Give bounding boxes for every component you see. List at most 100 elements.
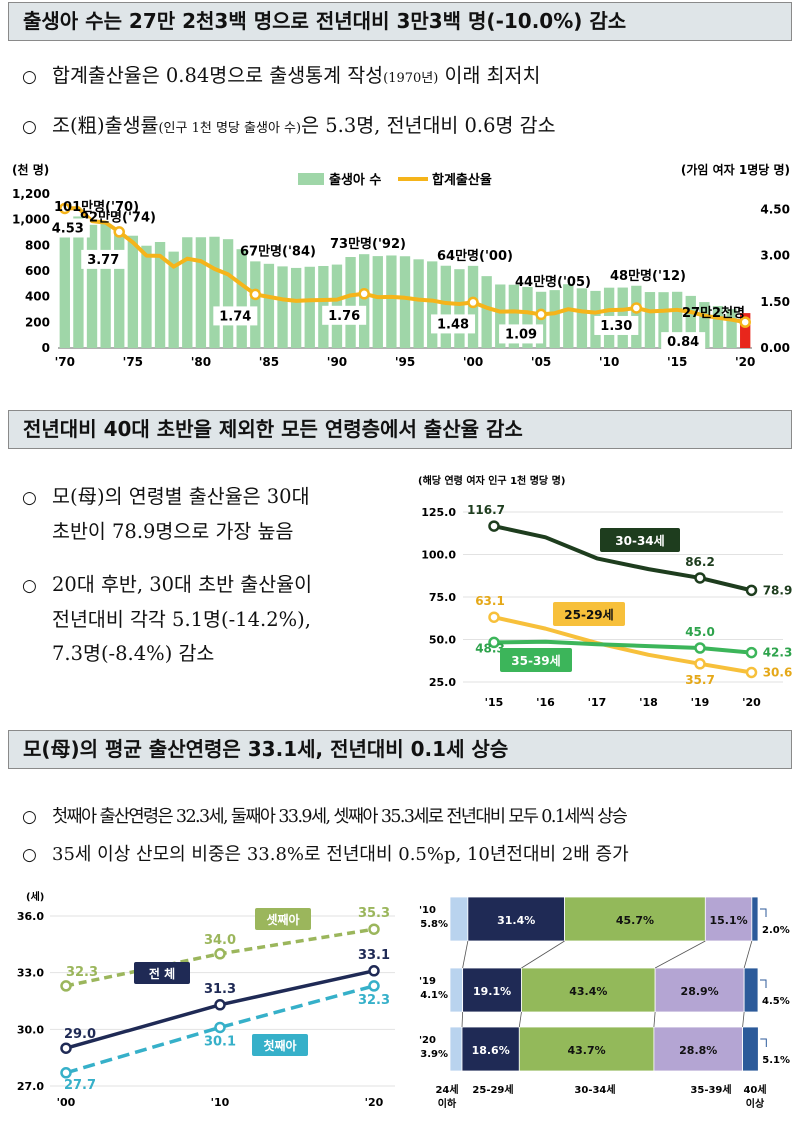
tfr-label-bg	[594, 315, 639, 335]
bar-2017	[699, 302, 710, 348]
bullet-1-2: ○ 조(粗)출생률(인구 1천 명당 출생아 수)은 5.3명, 전년대비 0.6…	[22, 112, 556, 143]
series-marker	[214, 948, 226, 960]
series-marker	[214, 999, 226, 1011]
segment-label: 15.1%	[710, 914, 748, 927]
series-name-box	[255, 908, 311, 930]
tfr-label: 1.76	[328, 309, 360, 324]
callout-arrow-icon	[760, 979, 767, 988]
mean-age-chart: (세) 27.0 30.0 33.0 36.0 '00 '10 '20 32.3 34.0 35…	[17, 890, 395, 1109]
series-marker	[694, 658, 706, 670]
segment-legend: 40세	[743, 1083, 766, 1096]
x-tick: '00	[57, 1096, 76, 1109]
series-marker	[694, 642, 706, 654]
value-label: 30.1	[204, 1034, 236, 1049]
segment-legend-sub: 이상	[746, 1097, 765, 1110]
bar-1978	[168, 251, 179, 348]
tfr-label-bg	[431, 314, 476, 334]
segment	[742, 1026, 759, 1072]
bar-1975	[127, 235, 139, 348]
value-label: 32.3	[66, 965, 98, 980]
bullet-tail: 은 5.3명, 전년대비 0.6명 감소	[301, 114, 556, 137]
bullet-text: 35세 이상 산모의 비중은 33.8%로 전년대비 0.5%p, 10년전대비…	[52, 844, 629, 865]
segment-label: 5.1%	[762, 1055, 790, 1066]
bullet-2-1: ○ 모(母)의 연령별 출산율은 30대 초반이 78.9명으로 가장 높음	[22, 480, 310, 549]
segment-label: 2.0%	[762, 925, 790, 936]
y-tick-left: 200	[25, 315, 50, 329]
segment	[751, 896, 759, 942]
tfr-label: 1.74	[219, 309, 251, 324]
tfr-label-bg	[661, 332, 706, 352]
y-tick: 50.0	[429, 634, 456, 647]
bullet-text: 모(母)의 연령별 출산율은 30대	[52, 485, 310, 508]
bar-2002	[495, 284, 506, 348]
tfr-marker	[358, 288, 370, 300]
x-tick: '17	[588, 696, 607, 709]
bullet-1-1: ○ 합계출산율은 0.84명으로 출생통계 작성(1970년) 이래 최저치	[22, 62, 540, 93]
bar-1995	[399, 256, 411, 348]
tfr-label-bg	[213, 306, 258, 326]
bar-1992	[359, 254, 370, 348]
x-tick: '15	[485, 696, 504, 709]
segment	[449, 1026, 463, 1072]
x-tick: '15	[667, 355, 687, 369]
segment-label: 5.8%	[420, 919, 448, 930]
connector-line	[462, 940, 469, 969]
value-label: 63.1	[475, 594, 505, 608]
bar-1979	[182, 237, 193, 348]
row-label: '19	[419, 976, 436, 987]
bullet-3-2: ○ 35세 이상 산모의 비중은 33.8%로 전년대비 0.5%p, 10년전대…	[22, 841, 629, 869]
bar-1997	[427, 261, 438, 348]
y-tick-left: 800	[25, 238, 50, 252]
tfr-label: 1.09	[505, 327, 537, 342]
series-marker	[488, 636, 500, 649]
birth-label: 27만2천명	[682, 305, 745, 321]
circle-bullet-icon: ○	[22, 488, 37, 508]
tfr-label: 4.53	[52, 221, 84, 236]
bar-1981	[209, 236, 220, 348]
x-tick: '85	[259, 355, 279, 369]
series-marker	[488, 611, 500, 623]
birth-label: 48만명('12)	[610, 268, 686, 284]
section2-heading: 전년대비 40대 초반을 제외한 모든 연령층에서 출산율 감소	[8, 410, 792, 449]
bar-1972	[86, 224, 98, 348]
segment	[449, 967, 464, 1013]
segment	[704, 896, 753, 942]
x-tick: '90	[327, 355, 347, 369]
x-tick: '18	[639, 696, 658, 709]
value-label: 32.3	[358, 993, 390, 1008]
series-name-box	[500, 648, 572, 672]
series-name: 셋째아	[266, 912, 299, 927]
row-label: '20	[419, 1035, 436, 1046]
tfr-marker	[467, 296, 479, 309]
series-name-box	[134, 962, 190, 984]
y-tick: 25.0	[429, 676, 456, 689]
circle-bullet-icon: ○	[22, 576, 37, 596]
tfr-label: 3.77	[87, 253, 119, 268]
bullet-text: 20대 후반, 30대 초반 출산율이	[52, 573, 313, 596]
bar-1999	[454, 269, 465, 348]
series-name: 첫째아	[263, 1038, 296, 1053]
bar-1971	[73, 216, 84, 348]
row-label: '10	[419, 905, 436, 916]
series-marker	[60, 1067, 72, 1079]
series-name-box	[553, 602, 625, 626]
bar-2007	[563, 284, 574, 348]
y-tick: 125.0	[421, 506, 456, 519]
x-tick: '00	[463, 355, 483, 369]
birth-label: 67만명('84)	[240, 243, 316, 259]
bullet-3-1: ○ 첫째아 출산연령은 32.3세, 둘째아 33.9세, 셋째아 35.3세로 …	[22, 803, 628, 831]
tfr-label-bg	[45, 218, 90, 238]
segment-label: 18.6%	[472, 1044, 510, 1057]
segment	[449, 896, 469, 942]
segment	[461, 1026, 520, 1072]
series-name: 25-29세	[564, 607, 613, 622]
value-label: 29.0	[64, 1027, 96, 1042]
y-tick: 36.0	[17, 910, 44, 923]
bar-2013	[644, 292, 656, 348]
segment-legend: 35-39세	[690, 1083, 731, 1096]
tfr-label: 0.84	[667, 335, 699, 350]
segment	[743, 967, 759, 1013]
value-label: 35.3	[358, 906, 390, 921]
value-label: 35.7	[685, 673, 715, 687]
series-marker	[488, 520, 500, 532]
